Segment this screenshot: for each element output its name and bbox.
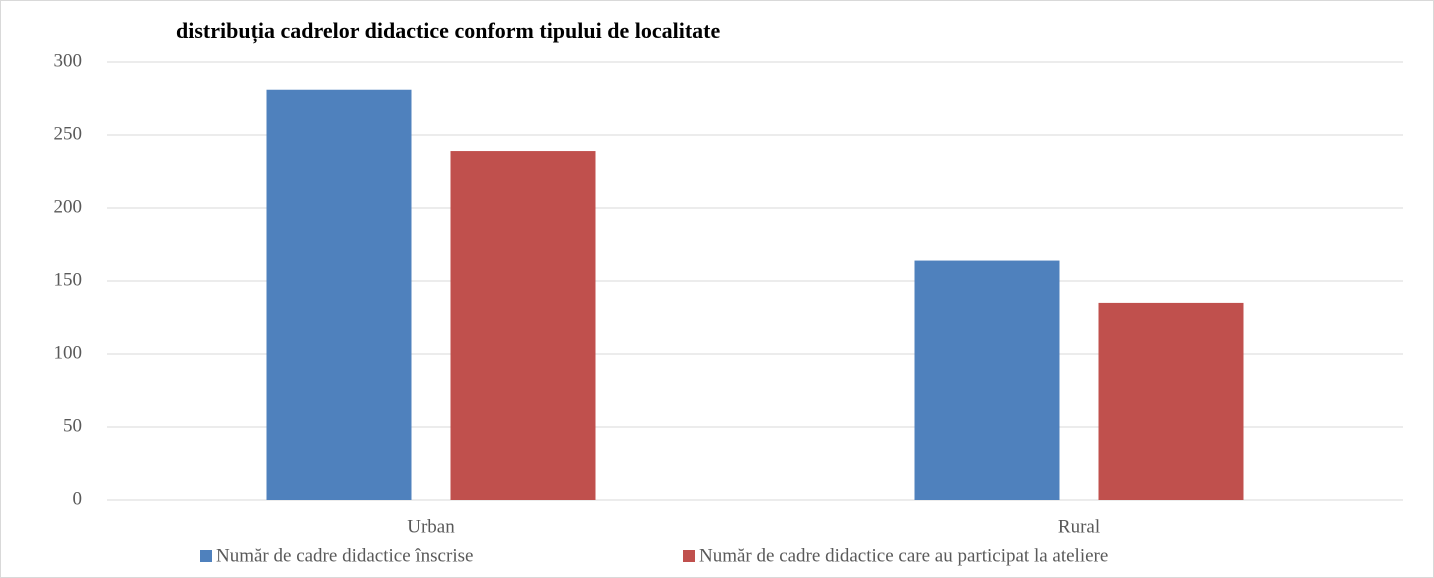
chart-title: distribuția cadrelor didactice conform t… [176,18,720,44]
y-tick-label: 250 [54,123,83,144]
x-tick-label: Rural [1058,516,1100,537]
x-tick-label: Urban [407,516,455,537]
legend-label: Număr de cadre didactice înscrise [216,545,473,566]
y-tick-label: 50 [63,415,82,436]
y-tick-label: 300 [54,50,83,71]
y-tick-label: 0 [73,488,83,509]
legend-swatch [200,550,212,562]
legend-swatch [683,550,695,562]
y-tick-label: 200 [54,196,83,217]
legend-label: Număr de cadre didactice care au partici… [699,545,1108,566]
bar [266,89,412,501]
bar [450,151,596,500]
y-tick-label: 150 [54,269,83,290]
y-tick-label: 100 [54,342,83,363]
bar [914,260,1060,500]
bar [1098,302,1244,500]
